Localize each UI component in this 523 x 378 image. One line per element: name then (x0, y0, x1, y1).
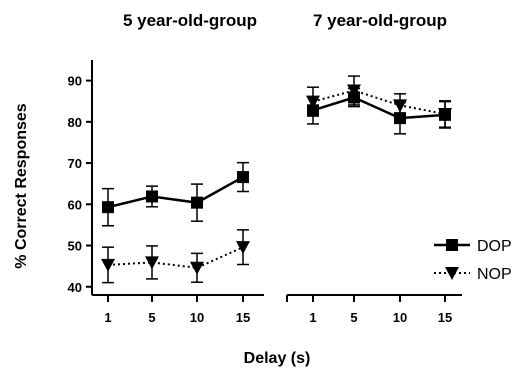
legend-label-dop: DOP (477, 238, 512, 255)
data-point-dop (191, 196, 203, 209)
series-line-dop (107, 175, 244, 209)
data-point-dop (102, 201, 114, 214)
x-tick-label: 1 (104, 310, 111, 325)
y-tick-label: 70 (68, 156, 82, 171)
y-tick-label: 50 (68, 239, 82, 254)
data-point-nop (393, 99, 407, 113)
data-point-nop (145, 256, 159, 270)
x-tick-label: 10 (393, 310, 407, 325)
data-point-nop (347, 84, 361, 98)
y-tick-label: 80 (68, 115, 82, 130)
series-line-dop (312, 96, 446, 120)
legend-marker-dop (446, 239, 458, 251)
panel-title-5-year: 5 year-old-group (123, 11, 257, 30)
x-tick-label: 15 (236, 310, 250, 325)
data-point-nop (101, 258, 115, 272)
series-line-nop (312, 89, 446, 115)
x-tick-label: 5 (148, 310, 155, 325)
data-point-nop (190, 261, 204, 275)
y-tick-label: 60 (68, 197, 82, 212)
y-tick-label: 40 (68, 280, 82, 295)
x-tick-label: 10 (190, 310, 204, 325)
data-point-dop (146, 190, 158, 203)
data-point-nop (236, 241, 250, 255)
data-point-dop (237, 171, 249, 184)
data-point-nop (306, 95, 320, 109)
x-tick-label: 5 (350, 310, 357, 325)
data-point-dop (394, 112, 406, 125)
x-axis-label: Delay (s) (244, 350, 311, 367)
legend-marker-nop (445, 267, 459, 280)
y-axis-label: % Correct Responses (13, 103, 30, 268)
series-line-nop (107, 246, 244, 269)
data-point-nop (438, 108, 452, 122)
y-tick-label: 90 (68, 74, 82, 89)
panel-title-7-year: 7 year-old-group (313, 11, 447, 30)
legend: DOP NOP (434, 238, 512, 283)
x-tick-label: 1 (309, 310, 316, 325)
legend-label-nop: NOP (477, 266, 512, 283)
x-tick-label: 15 (438, 310, 452, 325)
